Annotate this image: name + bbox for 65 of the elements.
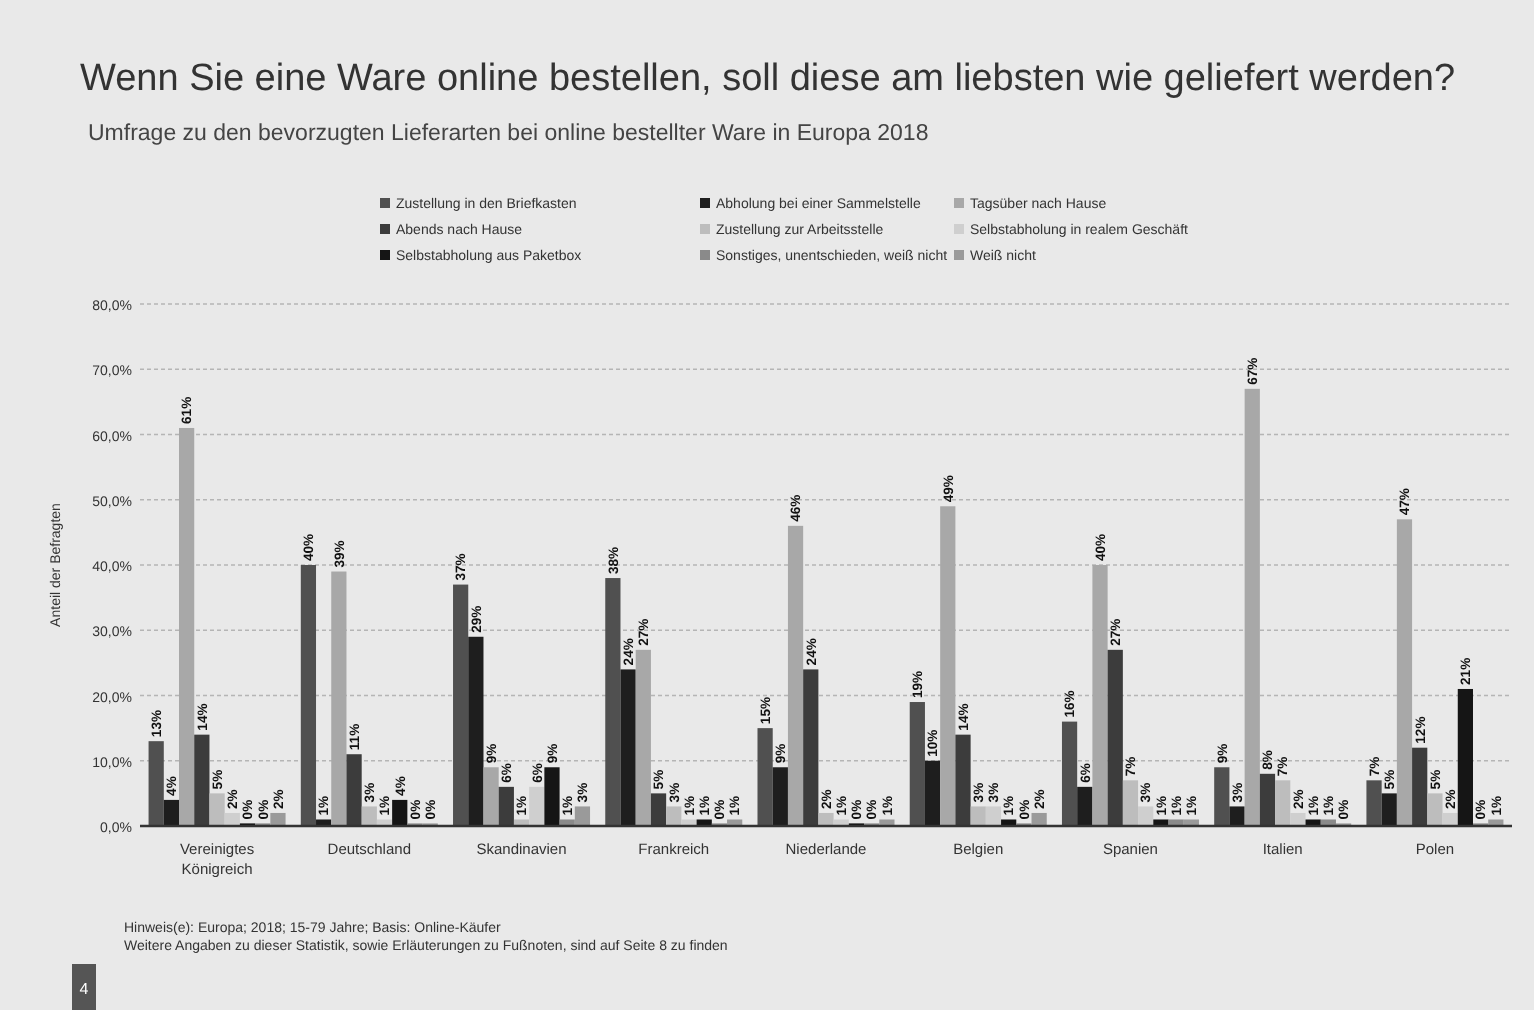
chart-title: Wenn Sie eine Ware online bestellen, soll diese am liebsten wie geliefert werden? (80, 58, 1456, 100)
text: 4 (79, 980, 90, 998)
bar (148, 741, 164, 826)
bar (209, 793, 225, 826)
bar (909, 702, 925, 826)
bar (179, 427, 195, 826)
bar (1320, 819, 1336, 826)
bar (1153, 819, 1169, 826)
bar (1381, 793, 1397, 826)
bar (163, 799, 180, 826)
bar (1427, 793, 1443, 826)
bar (1244, 388, 1260, 826)
bar (392, 799, 408, 826)
bar (970, 806, 986, 826)
bar (620, 669, 636, 826)
bar (376, 819, 393, 826)
bar (1092, 565, 1108, 826)
bar (1290, 812, 1306, 826)
bar (924, 760, 941, 826)
bar (787, 525, 804, 826)
bar (1077, 786, 1093, 826)
chart-subtitle: Umfrage zu den bevorzugten Lieferarten bei online bestellter Ware in Europa 2018 (88, 122, 929, 146)
bar (605, 578, 621, 826)
bar (270, 812, 286, 826)
bar (833, 819, 849, 826)
bar (757, 728, 773, 826)
bar (529, 786, 545, 826)
bar (224, 812, 240, 826)
bar (453, 584, 469, 826)
bar (1031, 812, 1047, 826)
bar (985, 806, 1002, 826)
bar (1396, 519, 1413, 826)
bar (300, 565, 317, 826)
bar (635, 649, 651, 826)
bar (559, 819, 575, 826)
bar (1138, 806, 1154, 826)
bar (574, 806, 591, 826)
bar (1366, 780, 1382, 826)
bar (316, 819, 332, 826)
bar (1001, 819, 1017, 826)
bar (1442, 812, 1458, 826)
bar (1168, 819, 1184, 826)
bar (361, 806, 377, 826)
bar (696, 819, 712, 826)
bar (483, 767, 499, 826)
bar (1488, 819, 1504, 826)
bar (1183, 819, 1199, 826)
bar (1122, 780, 1139, 826)
bar (772, 767, 788, 826)
bar (818, 812, 834, 826)
bar (1457, 688, 1473, 826)
bar (940, 506, 956, 826)
bar (727, 819, 743, 826)
bar (1214, 767, 1230, 826)
bar (544, 767, 560, 826)
bar (666, 806, 682, 826)
bar (1275, 780, 1291, 826)
bar (513, 819, 530, 826)
bar (1061, 721, 1078, 826)
bar (681, 819, 697, 826)
bar (879, 819, 895, 826)
bar (1229, 806, 1245, 826)
bar (468, 636, 484, 826)
bar (331, 571, 347, 826)
bar (1305, 819, 1321, 826)
